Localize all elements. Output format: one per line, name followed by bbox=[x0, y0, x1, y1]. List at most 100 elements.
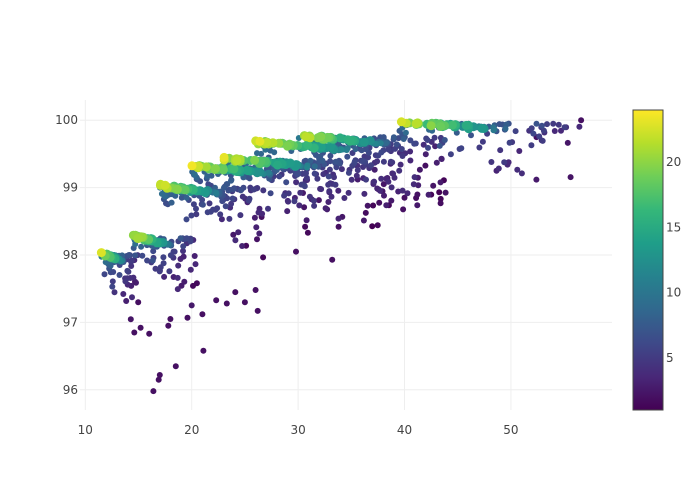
data-point bbox=[314, 175, 321, 182]
data-point bbox=[400, 206, 407, 213]
data-point bbox=[414, 202, 421, 209]
data-point bbox=[267, 190, 274, 197]
data-point bbox=[156, 372, 163, 378]
data-point bbox=[422, 162, 429, 169]
data-point bbox=[177, 256, 184, 262]
y-tick-label: 97 bbox=[63, 315, 78, 329]
data-point bbox=[431, 134, 438, 141]
data-point bbox=[401, 194, 408, 201]
data-point bbox=[392, 145, 398, 152]
data-point bbox=[411, 174, 418, 181]
data-point bbox=[219, 152, 229, 162]
data-point bbox=[301, 183, 308, 190]
data-point bbox=[128, 257, 135, 264]
data-point bbox=[174, 274, 181, 281]
data-point bbox=[303, 174, 310, 181]
data-point bbox=[183, 194, 190, 201]
data-point bbox=[360, 217, 367, 224]
data-point bbox=[479, 138, 486, 145]
data-point bbox=[218, 165, 228, 175]
data-point bbox=[232, 156, 242, 166]
data-point bbox=[276, 173, 283, 180]
data-point bbox=[316, 142, 326, 152]
data-point bbox=[414, 191, 421, 198]
data-point bbox=[161, 273, 168, 280]
data-point bbox=[101, 271, 108, 278]
data-point bbox=[221, 184, 227, 191]
colorbar-tick-label: 5 bbox=[666, 351, 674, 365]
data-point bbox=[344, 153, 351, 160]
data-point bbox=[343, 147, 350, 153]
data-point bbox=[325, 173, 332, 180]
data-point bbox=[437, 179, 444, 186]
data-point bbox=[201, 162, 211, 172]
data-point bbox=[109, 278, 116, 285]
data-point bbox=[371, 166, 378, 173]
data-point bbox=[388, 197, 395, 204]
data-point bbox=[364, 202, 371, 209]
data-point bbox=[458, 145, 465, 152]
data-point bbox=[381, 192, 387, 199]
data-point bbox=[310, 197, 317, 204]
data-point bbox=[368, 162, 375, 169]
data-point bbox=[397, 161, 404, 168]
data-point bbox=[369, 223, 376, 230]
data-point bbox=[345, 136, 355, 146]
data-point bbox=[326, 142, 335, 152]
data-point bbox=[396, 167, 403, 174]
data-point bbox=[187, 161, 197, 171]
data-point bbox=[218, 216, 225, 223]
data-point bbox=[255, 209, 262, 216]
data-point bbox=[303, 140, 313, 150]
data-point bbox=[411, 119, 421, 129]
colorbar-gradient bbox=[633, 110, 663, 410]
y-tick-label: 99 bbox=[63, 181, 78, 195]
data-point bbox=[395, 135, 402, 142]
x-tick-label: 40 bbox=[397, 423, 412, 437]
data-point bbox=[284, 208, 291, 215]
data-point bbox=[291, 198, 298, 205]
data-point bbox=[320, 171, 327, 178]
data-point bbox=[533, 120, 540, 127]
data-point bbox=[205, 181, 212, 188]
data-point bbox=[311, 202, 318, 209]
data-point bbox=[311, 163, 318, 170]
data-point bbox=[283, 141, 292, 151]
data-point bbox=[425, 191, 432, 198]
data-point bbox=[380, 134, 387, 141]
data-point bbox=[319, 157, 326, 164]
data-point bbox=[188, 302, 195, 309]
data-point bbox=[567, 174, 574, 181]
data-point bbox=[281, 192, 288, 199]
data-point bbox=[120, 291, 127, 297]
data-point bbox=[506, 139, 513, 146]
data-point bbox=[172, 363, 179, 370]
data-point bbox=[329, 256, 336, 263]
data-point bbox=[502, 125, 509, 132]
data-point bbox=[437, 195, 444, 202]
data-point bbox=[250, 155, 260, 165]
data-point bbox=[447, 151, 454, 158]
data-point bbox=[311, 170, 318, 177]
data-point bbox=[213, 189, 220, 196]
data-point bbox=[316, 132, 326, 142]
data-point bbox=[239, 193, 246, 200]
data-point bbox=[416, 166, 423, 173]
data-point bbox=[242, 165, 252, 175]
data-point bbox=[199, 201, 206, 208]
data-point bbox=[302, 157, 309, 164]
data-point bbox=[139, 252, 146, 259]
data-point bbox=[477, 123, 487, 133]
data-point bbox=[304, 164, 310, 171]
data-point bbox=[437, 200, 444, 207]
data-point bbox=[322, 205, 329, 212]
data-point bbox=[273, 160, 282, 170]
data-point bbox=[133, 279, 139, 286]
data-point bbox=[374, 222, 381, 229]
data-point bbox=[193, 205, 199, 212]
data-point bbox=[174, 286, 181, 293]
data-point bbox=[304, 229, 311, 236]
data-point bbox=[303, 217, 310, 224]
data-point bbox=[390, 134, 397, 141]
